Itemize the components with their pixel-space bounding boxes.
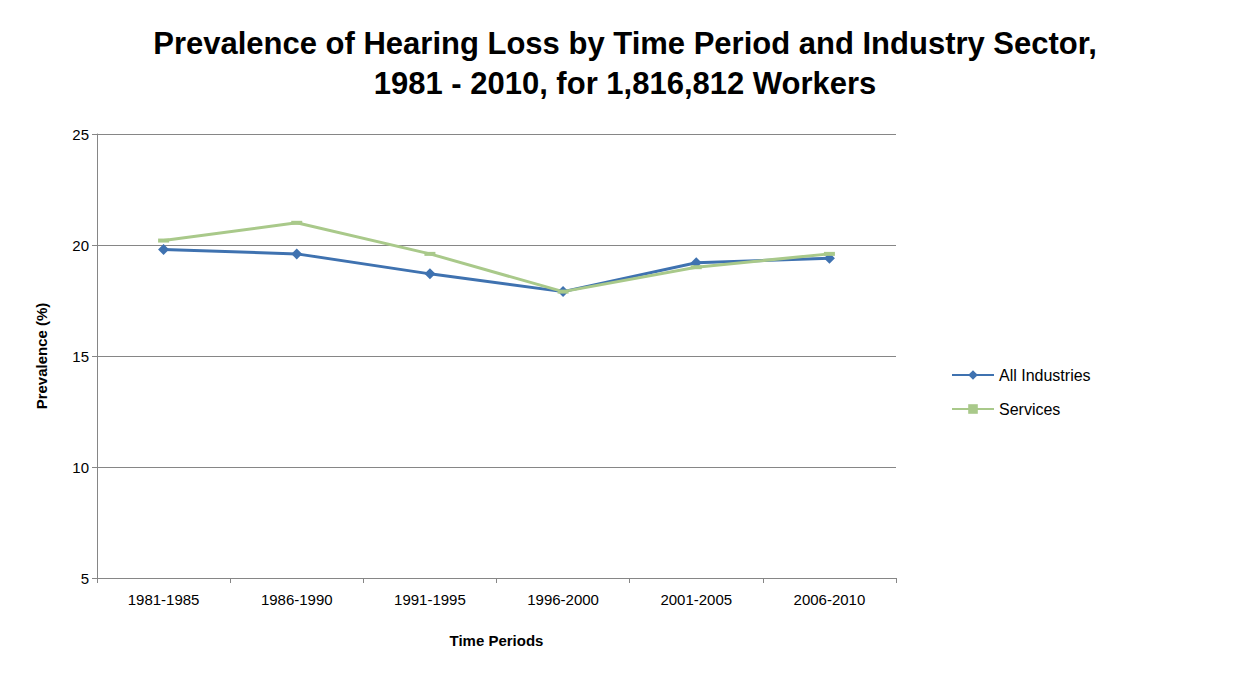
svg-text:20: 20 — [72, 237, 89, 254]
svg-text:1996-2000: 1996-2000 — [527, 591, 599, 608]
svg-text:5: 5 — [81, 570, 89, 587]
svg-text:Services: Services — [999, 401, 1060, 418]
svg-text:2001-2005: 2001-2005 — [660, 591, 732, 608]
svg-text:Prevalence of Hearing Loss by: Prevalence of Hearing Loss by Time Perio… — [153, 26, 1097, 61]
svg-text:1991-1995: 1991-1995 — [394, 591, 466, 608]
svg-text:Time Periods: Time Periods — [450, 632, 544, 649]
svg-text:15: 15 — [72, 348, 89, 365]
svg-text:2006-2010: 2006-2010 — [794, 591, 866, 608]
svg-text:1981-1985: 1981-1985 — [128, 591, 200, 608]
svg-text:1981 - 2010, for 1,816,812 Wor: 1981 - 2010, for 1,816,812 Workers — [374, 66, 877, 101]
svg-text:1986-1990: 1986-1990 — [261, 591, 333, 608]
svg-text:25: 25 — [72, 126, 89, 143]
svg-text:All Industries: All Industries — [999, 367, 1091, 384]
svg-text:Prevalence (%): Prevalence (%) — [33, 303, 50, 410]
svg-text:10: 10 — [72, 459, 89, 476]
